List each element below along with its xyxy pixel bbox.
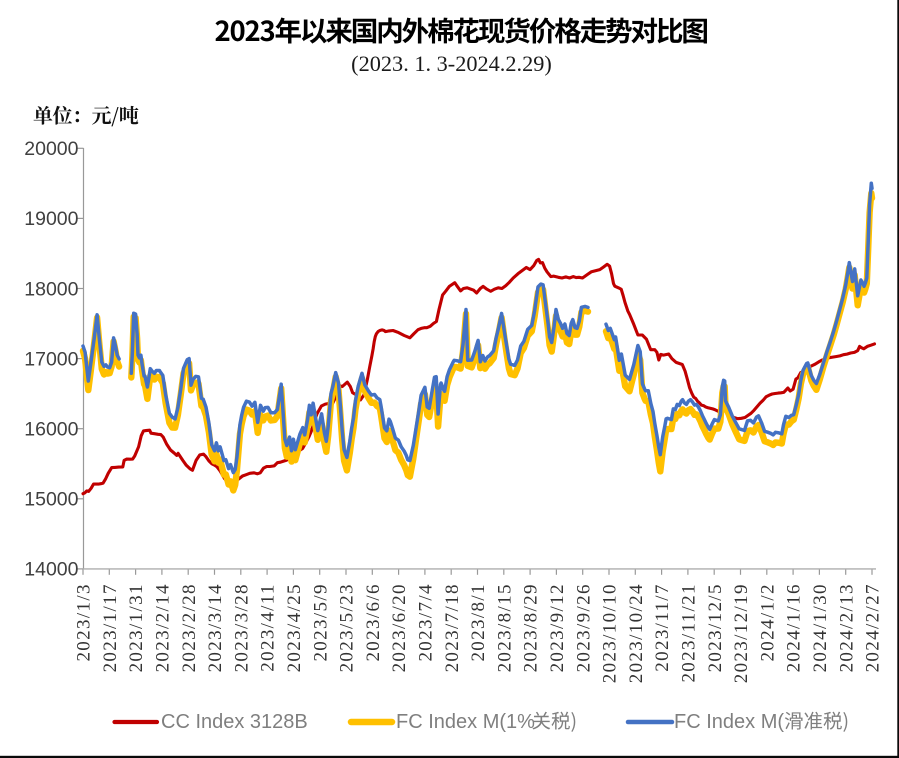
svg-text:2023/8/1: 2023/8/1 — [468, 583, 489, 661]
svg-text:15000: 15000 — [24, 489, 78, 511]
svg-text:2023/1/31: 2023/1/31 — [126, 583, 147, 672]
svg-text:2023/1/17: 2023/1/17 — [100, 583, 121, 672]
svg-text:17000: 17000 — [24, 348, 78, 370]
svg-text:2023/7/4: 2023/7/4 — [416, 583, 437, 661]
svg-text:18000: 18000 — [24, 278, 78, 300]
svg-text:2023/10/24: 2023/10/24 — [626, 583, 647, 683]
svg-text:2023/6/20: 2023/6/20 — [389, 583, 410, 672]
svg-text:2023/8/29: 2023/8/29 — [521, 583, 542, 672]
svg-text:2023/2/28: 2023/2/28 — [179, 583, 200, 672]
svg-text:CC Index 3128B: CC Index 3128B — [161, 711, 308, 733]
svg-text:2023/9/12: 2023/9/12 — [547, 583, 568, 672]
svg-text:FC Index M(1%: FC Index M(1% — [396, 711, 535, 733]
svg-text:FC Index M(: FC Index M( — [674, 711, 784, 733]
svg-text:2024/2/13: 2024/2/13 — [836, 583, 857, 672]
svg-text:2023/7/18: 2023/7/18 — [442, 583, 463, 672]
svg-text:20000: 20000 — [24, 138, 78, 160]
svg-text:2023/11/7: 2023/11/7 — [652, 583, 673, 672]
svg-text:2024/2/27: 2024/2/27 — [863, 583, 884, 672]
svg-text:2023/12/19: 2023/12/19 — [731, 583, 752, 683]
svg-text:2023/2/14: 2023/2/14 — [153, 583, 174, 672]
svg-text:2023/6/6: 2023/6/6 — [363, 583, 384, 661]
svg-text:2023/11/21: 2023/11/21 — [679, 583, 700, 682]
svg-text:2024/1/16: 2024/1/16 — [784, 583, 805, 672]
svg-text:2023/12/5: 2023/12/5 — [705, 583, 726, 672]
svg-text:2023/5/9: 2023/5/9 — [310, 583, 331, 661]
svg-text:2023/5/23: 2023/5/23 — [337, 583, 358, 672]
svg-text:2023/8/15: 2023/8/15 — [494, 583, 515, 672]
svg-text:2023/4/11: 2023/4/11 — [258, 583, 279, 672]
svg-text:2023/9/26: 2023/9/26 — [573, 583, 594, 672]
svg-text:2023/1/3: 2023/1/3 — [74, 583, 95, 661]
svg-text:16000: 16000 — [24, 419, 78, 441]
svg-text:(2023. 1. 3-2024.2.29): (2023. 1. 3-2024.2.29) — [351, 51, 552, 76]
svg-text:2024/1/30: 2024/1/30 — [810, 583, 831, 672]
svg-text:2023/4/25: 2023/4/25 — [284, 583, 305, 672]
svg-text:2024/1/2: 2024/1/2 — [757, 583, 778, 661]
svg-text:19000: 19000 — [24, 208, 78, 230]
svg-text:14000: 14000 — [24, 559, 78, 581]
svg-text:2023/3/28: 2023/3/28 — [231, 583, 252, 672]
svg-text:2023/3/14: 2023/3/14 — [205, 583, 226, 672]
svg-text:2023/10/10: 2023/10/10 — [600, 583, 621, 683]
